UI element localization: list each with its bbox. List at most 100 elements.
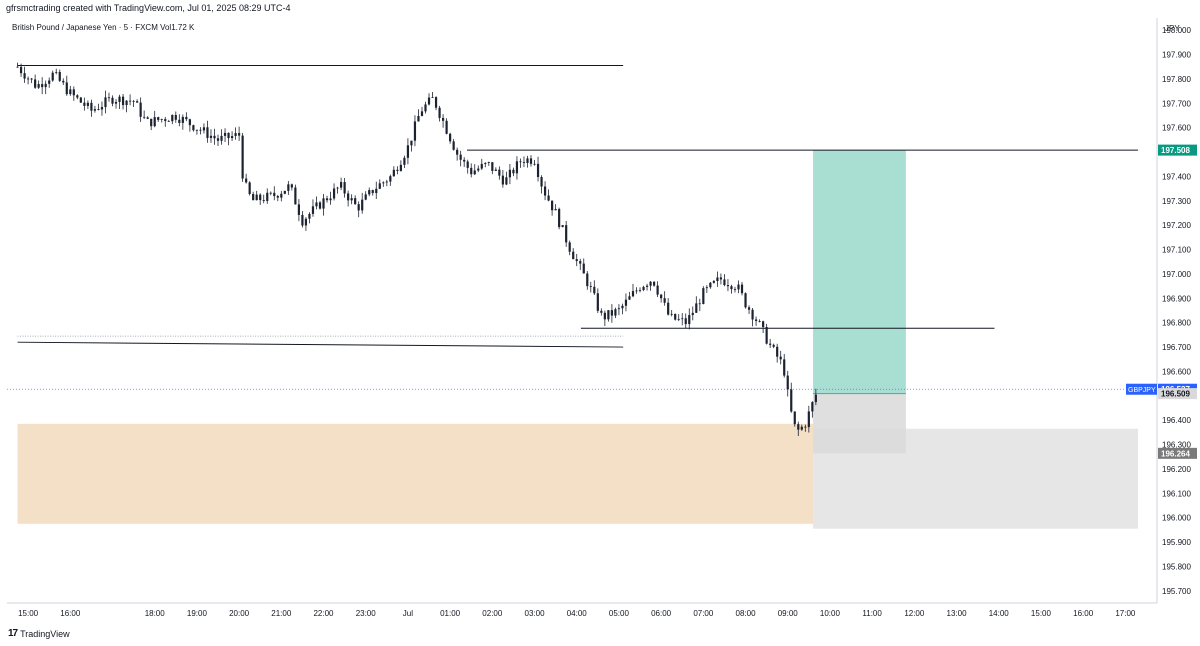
y-tick-label: 196.200 [1162, 465, 1191, 474]
candle-body [139, 102, 142, 117]
x-tick-label: 22:00 [313, 609, 334, 618]
candle-body [160, 119, 163, 120]
candle-body [470, 167, 473, 175]
candle-body [255, 194, 258, 201]
candle-body [586, 273, 589, 287]
candle-body [276, 196, 279, 198]
y-tick-label: 195.700 [1162, 587, 1191, 596]
candle-body [410, 140, 413, 146]
candle-body [227, 132, 230, 139]
candle-body [290, 184, 293, 188]
candle-body [273, 192, 276, 197]
x-tick-label: 01:00 [440, 609, 461, 618]
candle-body [441, 117, 445, 121]
candle-body [357, 204, 360, 211]
candle-body [638, 289, 642, 291]
candle-body [512, 169, 515, 174]
candle-body [125, 100, 128, 106]
candle-body [480, 163, 483, 169]
x-tick-label: 21:00 [271, 609, 292, 618]
y-tick-label: 197.100 [1162, 246, 1191, 255]
candle-body [153, 117, 156, 127]
y-tick-label: 196.100 [1162, 489, 1191, 498]
candle-body [579, 261, 582, 264]
candle-body [230, 136, 234, 139]
candle-body [223, 132, 227, 136]
candle-body [107, 97, 111, 99]
candle-body [174, 115, 177, 120]
candle-body [610, 310, 613, 316]
candle-body [420, 111, 424, 116]
candle-body [132, 100, 135, 102]
candle-body [582, 263, 585, 274]
candle-body [747, 307, 751, 310]
y-tick-label: 198.000 [1162, 26, 1191, 35]
x-tick-label: 16:00 [1073, 609, 1094, 618]
candle-body [114, 101, 118, 104]
entry-price-tag-label: 196.509 [1161, 390, 1190, 399]
x-tick-label: 15:00 [1031, 609, 1052, 618]
candle-body [558, 208, 561, 228]
candle-body [434, 97, 438, 108]
candle-body [27, 78, 30, 80]
candle-body [248, 182, 251, 194]
x-tick-label: 16:00 [60, 609, 81, 618]
candle-body [347, 193, 350, 201]
candle-body [146, 117, 149, 119]
candle-body [466, 161, 469, 168]
candle-body [628, 296, 631, 300]
candle-body [178, 119, 181, 123]
entry-price-tag-box [1158, 388, 1197, 400]
x-tick-label: 20:00 [229, 609, 250, 618]
y-tick-label: 196.400 [1162, 416, 1191, 425]
candle-body [709, 282, 712, 288]
candle-body [740, 284, 744, 294]
candle-body [621, 305, 624, 309]
candle-body [382, 182, 385, 184]
candle-body [456, 149, 459, 155]
candle-body [561, 225, 564, 228]
candle-body [649, 281, 652, 286]
candle-body [97, 109, 100, 110]
candle-body [737, 284, 740, 290]
candle-body [150, 118, 153, 127]
candle-body [118, 96, 121, 102]
candle-body [427, 97, 431, 105]
candle-body [814, 394, 817, 403]
candle-body [459, 154, 462, 160]
demand-zone [17, 423, 814, 524]
candle-body [487, 162, 490, 163]
symbol-info[interactable]: British Pound / Japanese Yen · 5 · FXCM … [12, 23, 195, 32]
candle-body [371, 190, 374, 194]
x-tick-label: 06:00 [651, 609, 672, 618]
x-tick-label: 23:00 [356, 609, 377, 618]
candle-body [663, 298, 666, 303]
x-tick-label: 09:00 [778, 609, 799, 618]
candle-body [65, 82, 68, 95]
candle-body [378, 183, 381, 189]
candle-body [491, 162, 494, 171]
candle-body [635, 290, 638, 292]
target-price-tag-label: 197.508 [1161, 146, 1190, 155]
long-position-stop-zone [813, 393, 906, 454]
candle-body [522, 162, 526, 163]
candle-body [667, 302, 670, 315]
tradingview-logo[interactable]: 17 TradingView [8, 628, 70, 639]
y-tick-label: 196.900 [1162, 294, 1191, 303]
x-tick-label: 11:00 [862, 609, 882, 618]
candle-body [593, 286, 596, 294]
candle-body [744, 293, 747, 308]
candle-body [202, 127, 206, 131]
candle-body [536, 163, 540, 178]
stop-price-tag-box [1158, 447, 1197, 459]
candle-body [23, 73, 26, 79]
candle-body [128, 100, 132, 102]
y-tick-label: 196.700 [1162, 343, 1191, 352]
y-tick-label: 197.900 [1162, 51, 1191, 60]
candle-body [540, 177, 543, 187]
x-tick-label: Jul [403, 609, 413, 618]
candle-body [213, 135, 216, 139]
y-tick-label: 196.300 [1162, 441, 1191, 450]
candle-body [343, 182, 346, 194]
